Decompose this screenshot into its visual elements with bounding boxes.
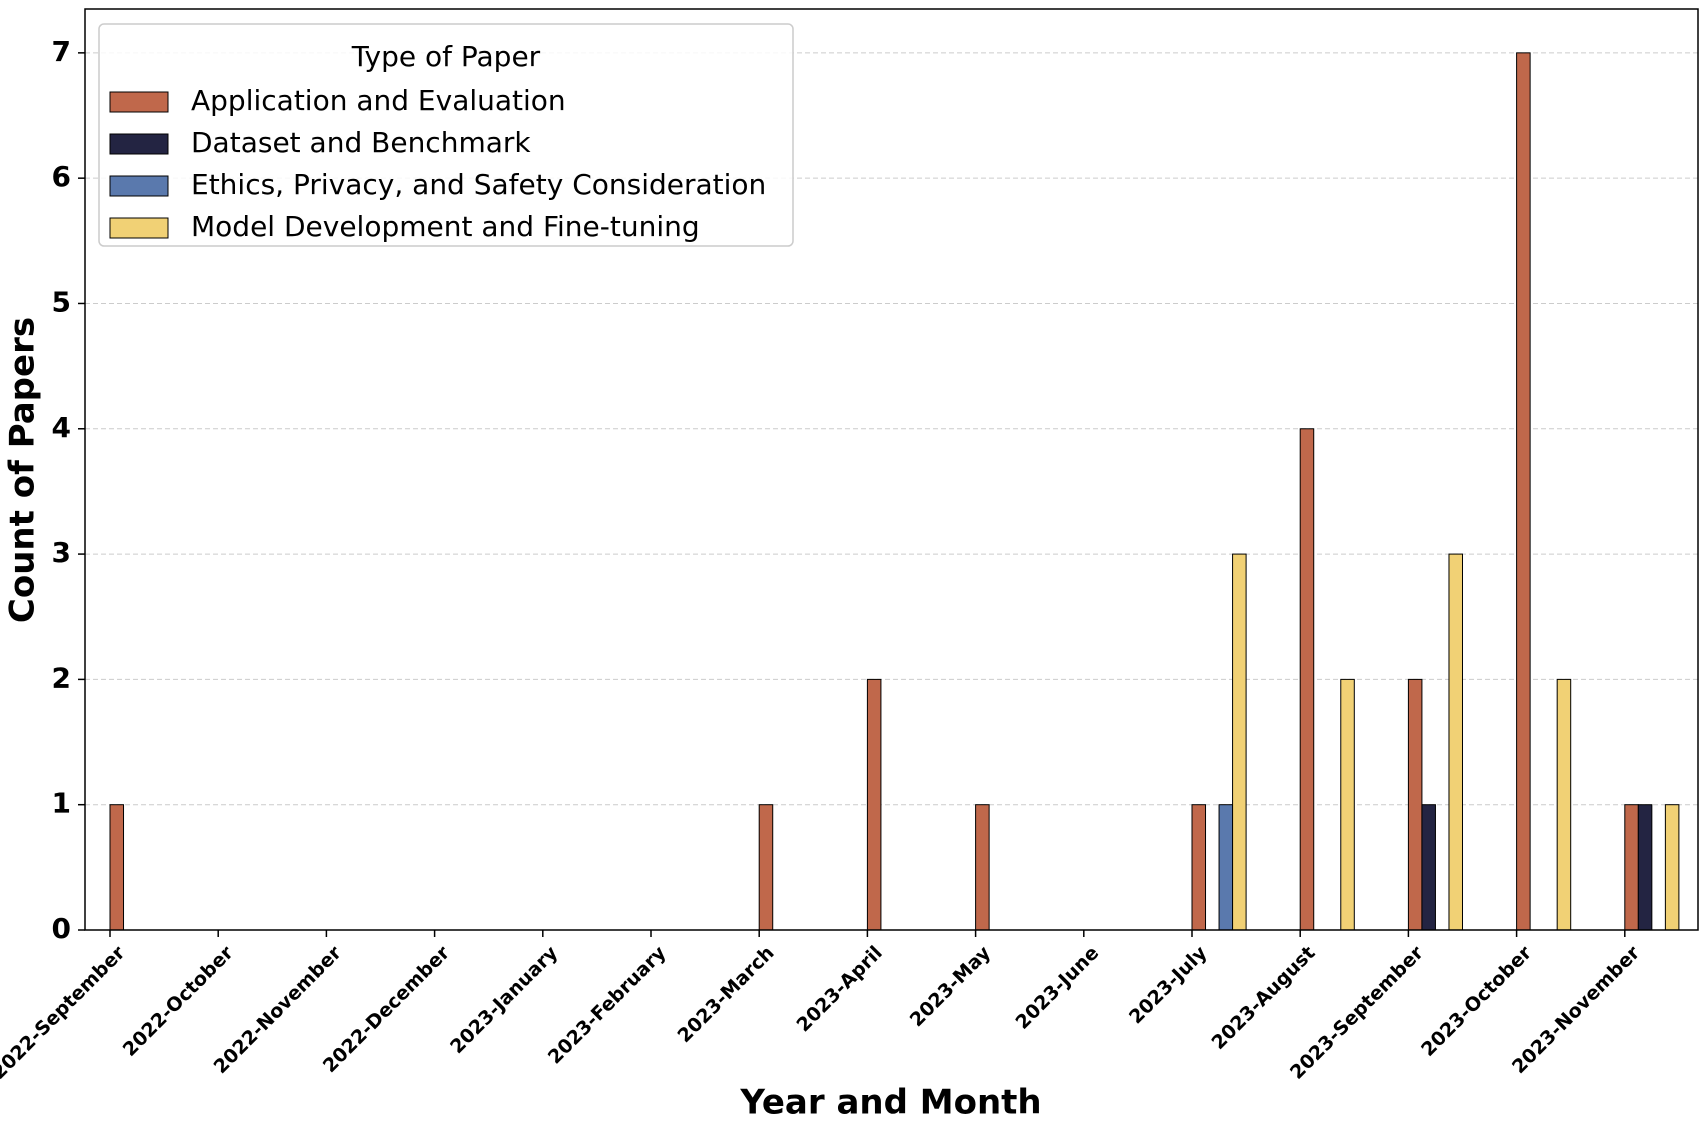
y-tick-label: 3 bbox=[52, 536, 71, 569]
legend-label: Application and Evaluation bbox=[191, 84, 566, 117]
x-tick-label: 2023-August bbox=[1208, 942, 1320, 1054]
legend: Type of Paper Application and Evaluation D… bbox=[98, 23, 794, 247]
y-tick-label: 2 bbox=[52, 661, 71, 694]
x-tick-label: 2023-July bbox=[1125, 941, 1212, 1028]
x-tick-label: 2023-January bbox=[446, 941, 563, 1058]
y-axis-label: Count of Papers bbox=[3, 317, 43, 623]
bar bbox=[758, 804, 774, 931]
bar bbox=[1191, 804, 1207, 931]
bar bbox=[1448, 553, 1463, 931]
bar bbox=[1218, 804, 1234, 931]
legend-label: Ethics, Privacy, and Safety Consideratio… bbox=[191, 168, 766, 201]
y-tick-label: 6 bbox=[52, 160, 71, 193]
x-tick-label: 2023-June bbox=[1011, 942, 1103, 1034]
legend-swatch bbox=[109, 91, 169, 113]
legend-frame bbox=[98, 23, 794, 247]
legend-label: Model Development and Fine-tuning bbox=[191, 210, 700, 243]
x-tick-label: 2022-October bbox=[119, 941, 238, 1060]
x-tick-label: 2023-April bbox=[792, 942, 886, 1036]
x-tick-label: 2023-May bbox=[906, 941, 996, 1031]
bar bbox=[1624, 804, 1639, 931]
legend-swatch bbox=[109, 175, 169, 197]
y-tick-label: 7 bbox=[52, 35, 71, 68]
x-tick-label: 2023-October bbox=[1417, 941, 1536, 1060]
bar bbox=[1556, 678, 1572, 931]
legend-title: Type of Paper bbox=[351, 40, 541, 73]
y-tick-label: 1 bbox=[52, 787, 71, 820]
bar bbox=[1299, 428, 1315, 931]
x-tick-label: 2022-September bbox=[0, 941, 130, 1083]
bar bbox=[1421, 804, 1436, 931]
bar bbox=[1232, 553, 1247, 931]
bar bbox=[109, 804, 125, 931]
legend-label: Dataset and Benchmark bbox=[191, 126, 531, 159]
y-tick-label: 5 bbox=[52, 285, 71, 318]
bar bbox=[1407, 678, 1423, 931]
bar bbox=[1637, 804, 1653, 931]
x-tick-label: 2023-March bbox=[674, 942, 779, 1047]
plot-frame bbox=[84, 8, 1699, 931]
legend-swatch bbox=[109, 217, 169, 239]
x-axis-label: Year and Month bbox=[739, 1083, 1041, 1122]
bar bbox=[866, 678, 882, 931]
bar bbox=[1340, 678, 1355, 931]
bar bbox=[1664, 804, 1680, 931]
x-tick-label: 2023-February bbox=[544, 941, 671, 1068]
y-tick-label: 4 bbox=[52, 411, 71, 444]
legend-swatch bbox=[109, 133, 169, 155]
bar bbox=[1516, 52, 1531, 931]
y-tick-label: 0 bbox=[52, 912, 71, 945]
bar bbox=[975, 804, 990, 931]
